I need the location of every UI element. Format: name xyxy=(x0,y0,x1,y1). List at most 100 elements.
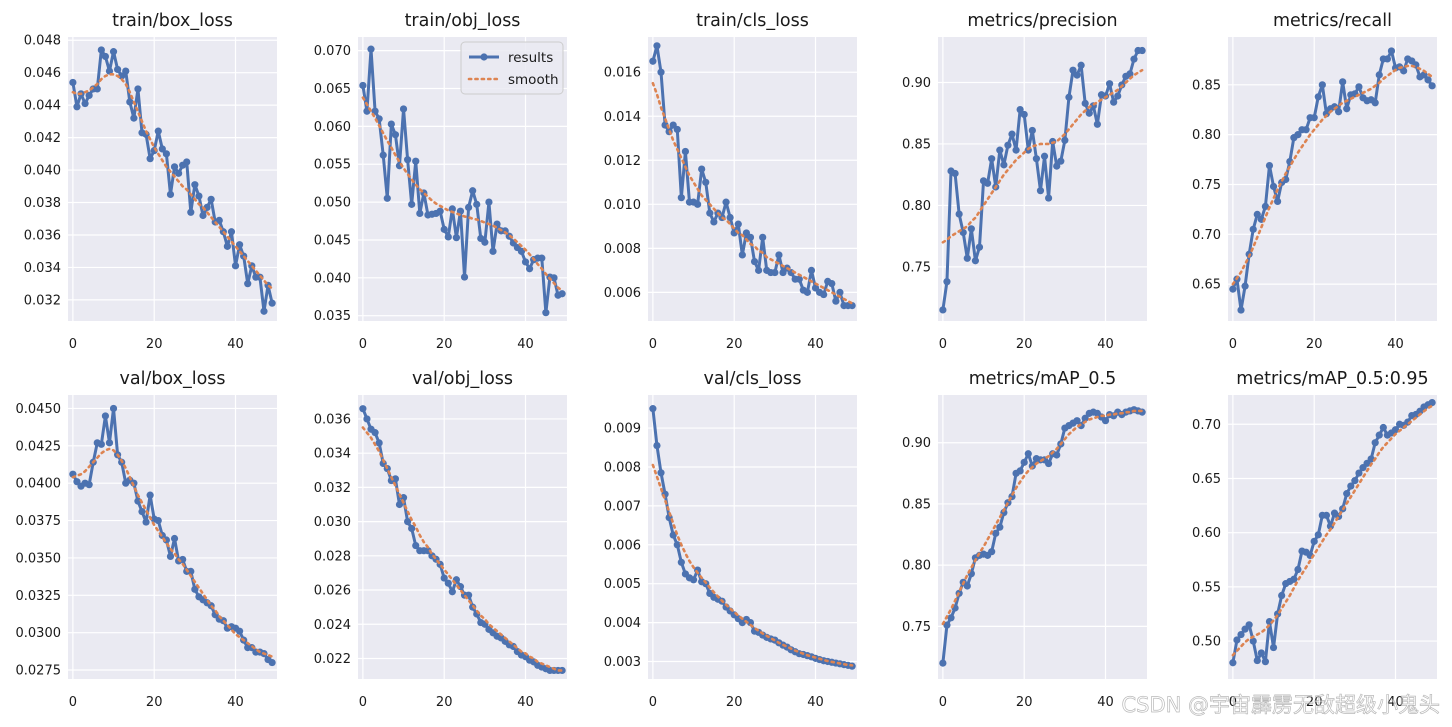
results-point xyxy=(694,200,702,208)
results-point xyxy=(759,233,767,241)
results-point xyxy=(1261,202,1270,210)
results-point xyxy=(93,85,101,93)
results-point xyxy=(939,306,947,314)
y-tick-label: 0.044 xyxy=(24,99,61,114)
results-point xyxy=(1314,531,1322,539)
y-tick-label: 0.060 xyxy=(314,120,351,135)
results-point xyxy=(521,258,530,266)
y-tick-label: 0.0325 xyxy=(16,589,62,604)
chart-train-cls-loss: 0.006 0.008 0.010 0.012 0.014 0.016 0 20 40 train… xyxy=(604,11,857,352)
results-point xyxy=(436,207,444,215)
y-tick-label: 0.045 xyxy=(314,233,351,248)
results-point xyxy=(134,497,142,505)
y-tick-label: 0.010 xyxy=(604,198,641,213)
results-point xyxy=(134,85,142,93)
results-point xyxy=(1253,210,1261,218)
results-point xyxy=(187,567,195,575)
y-tick-label: 0.90 xyxy=(902,76,931,91)
chart-val-obj-loss: 0.022 0.024 0.026 0.028 0.030 0.032 0.034 0.036… xyxy=(314,369,567,710)
results-point xyxy=(138,507,146,516)
smooth-line xyxy=(1231,64,1434,286)
chart-title: metrics/precision xyxy=(967,11,1117,31)
x-tick-label: 20 xyxy=(726,337,743,352)
results-point xyxy=(1040,152,1049,160)
results-point xyxy=(963,582,971,590)
chart-title: train/cls_loss xyxy=(696,11,809,31)
y-tick-label: 0.004 xyxy=(604,616,641,631)
results-point xyxy=(489,247,497,255)
results-point xyxy=(1371,99,1379,107)
results-point xyxy=(440,225,448,233)
y-tick-label: 0.75 xyxy=(902,620,931,635)
y-tick-label: 0.85 xyxy=(1192,78,1221,93)
results-point xyxy=(649,57,657,65)
plot-area xyxy=(938,395,1147,679)
results-point xyxy=(485,198,493,206)
y-tick-label: 0.050 xyxy=(314,196,351,211)
watermark: CSDN @宇宙霹雳无敌超级小鬼头 xyxy=(1121,693,1440,717)
x-tick-label: 0 xyxy=(359,695,367,710)
results-point xyxy=(404,518,412,526)
x-tick-label: 0 xyxy=(939,337,947,352)
chart-title: val/obj_loss xyxy=(412,369,513,389)
results-point xyxy=(154,516,162,525)
results-point xyxy=(1269,182,1278,191)
results-point xyxy=(1073,417,1081,425)
results-point xyxy=(166,552,175,561)
results-point xyxy=(1387,47,1396,55)
results-point xyxy=(395,500,404,509)
smooth-line xyxy=(361,426,564,672)
y-tick-label: 0.016 xyxy=(604,66,641,81)
x-tick-label: 40 xyxy=(1387,337,1404,352)
y-tick-label: 0.046 xyxy=(24,66,61,81)
x-tick-label: 40 xyxy=(807,337,824,352)
x-tick-label: 40 xyxy=(227,695,244,710)
plot-area xyxy=(358,395,567,679)
results-point xyxy=(971,257,980,265)
results-point xyxy=(750,257,759,266)
y-tick-label: 0.040 xyxy=(24,164,61,179)
results-point xyxy=(984,179,992,187)
results-point xyxy=(367,45,375,53)
y-tick-label: 0.85 xyxy=(902,497,931,512)
results-point xyxy=(391,475,400,483)
results-point xyxy=(673,541,681,549)
results-point xyxy=(154,127,162,135)
y-tick-label: 0.008 xyxy=(604,242,641,257)
y-tick-label: 0.009 xyxy=(604,422,641,437)
results-point xyxy=(996,146,1004,154)
results-point xyxy=(363,415,371,423)
results-point xyxy=(481,238,489,246)
results-point xyxy=(444,579,452,587)
x-tick-label: 0 xyxy=(1229,695,1237,710)
y-tick-label: 0.0425 xyxy=(16,439,62,454)
results-point xyxy=(379,151,387,159)
y-tick-label: 0.80 xyxy=(902,199,931,214)
results-point xyxy=(939,659,947,667)
results-point xyxy=(109,48,118,56)
y-tick-label: 0.55 xyxy=(1192,580,1221,595)
results-point xyxy=(1000,161,1008,169)
results-point xyxy=(408,200,416,208)
chart-metrics-recall: 0.65 0.70 0.75 0.80 0.85 0 20 40 metrics/recall xyxy=(1192,11,1437,352)
x-tick-label: 40 xyxy=(517,695,534,710)
results-point xyxy=(550,274,558,282)
results-point xyxy=(375,439,383,447)
smooth-line xyxy=(651,81,854,305)
results-point xyxy=(1229,659,1237,667)
results-point xyxy=(1016,105,1024,114)
y-tick-label: 0.60 xyxy=(1192,526,1221,541)
results-point xyxy=(1110,98,1118,106)
results-point xyxy=(1278,591,1286,600)
results-point xyxy=(1322,110,1330,118)
results-point xyxy=(1265,161,1274,170)
results-point xyxy=(525,265,534,273)
y-tick-label: 0.0400 xyxy=(16,477,62,492)
x-tick-label: 0 xyxy=(649,695,657,710)
results-point xyxy=(412,541,420,550)
results-point xyxy=(207,195,215,203)
x-tick-label: 40 xyxy=(1387,695,1404,710)
results-point xyxy=(1105,80,1114,88)
results-point xyxy=(105,67,114,75)
results-point xyxy=(235,627,244,635)
